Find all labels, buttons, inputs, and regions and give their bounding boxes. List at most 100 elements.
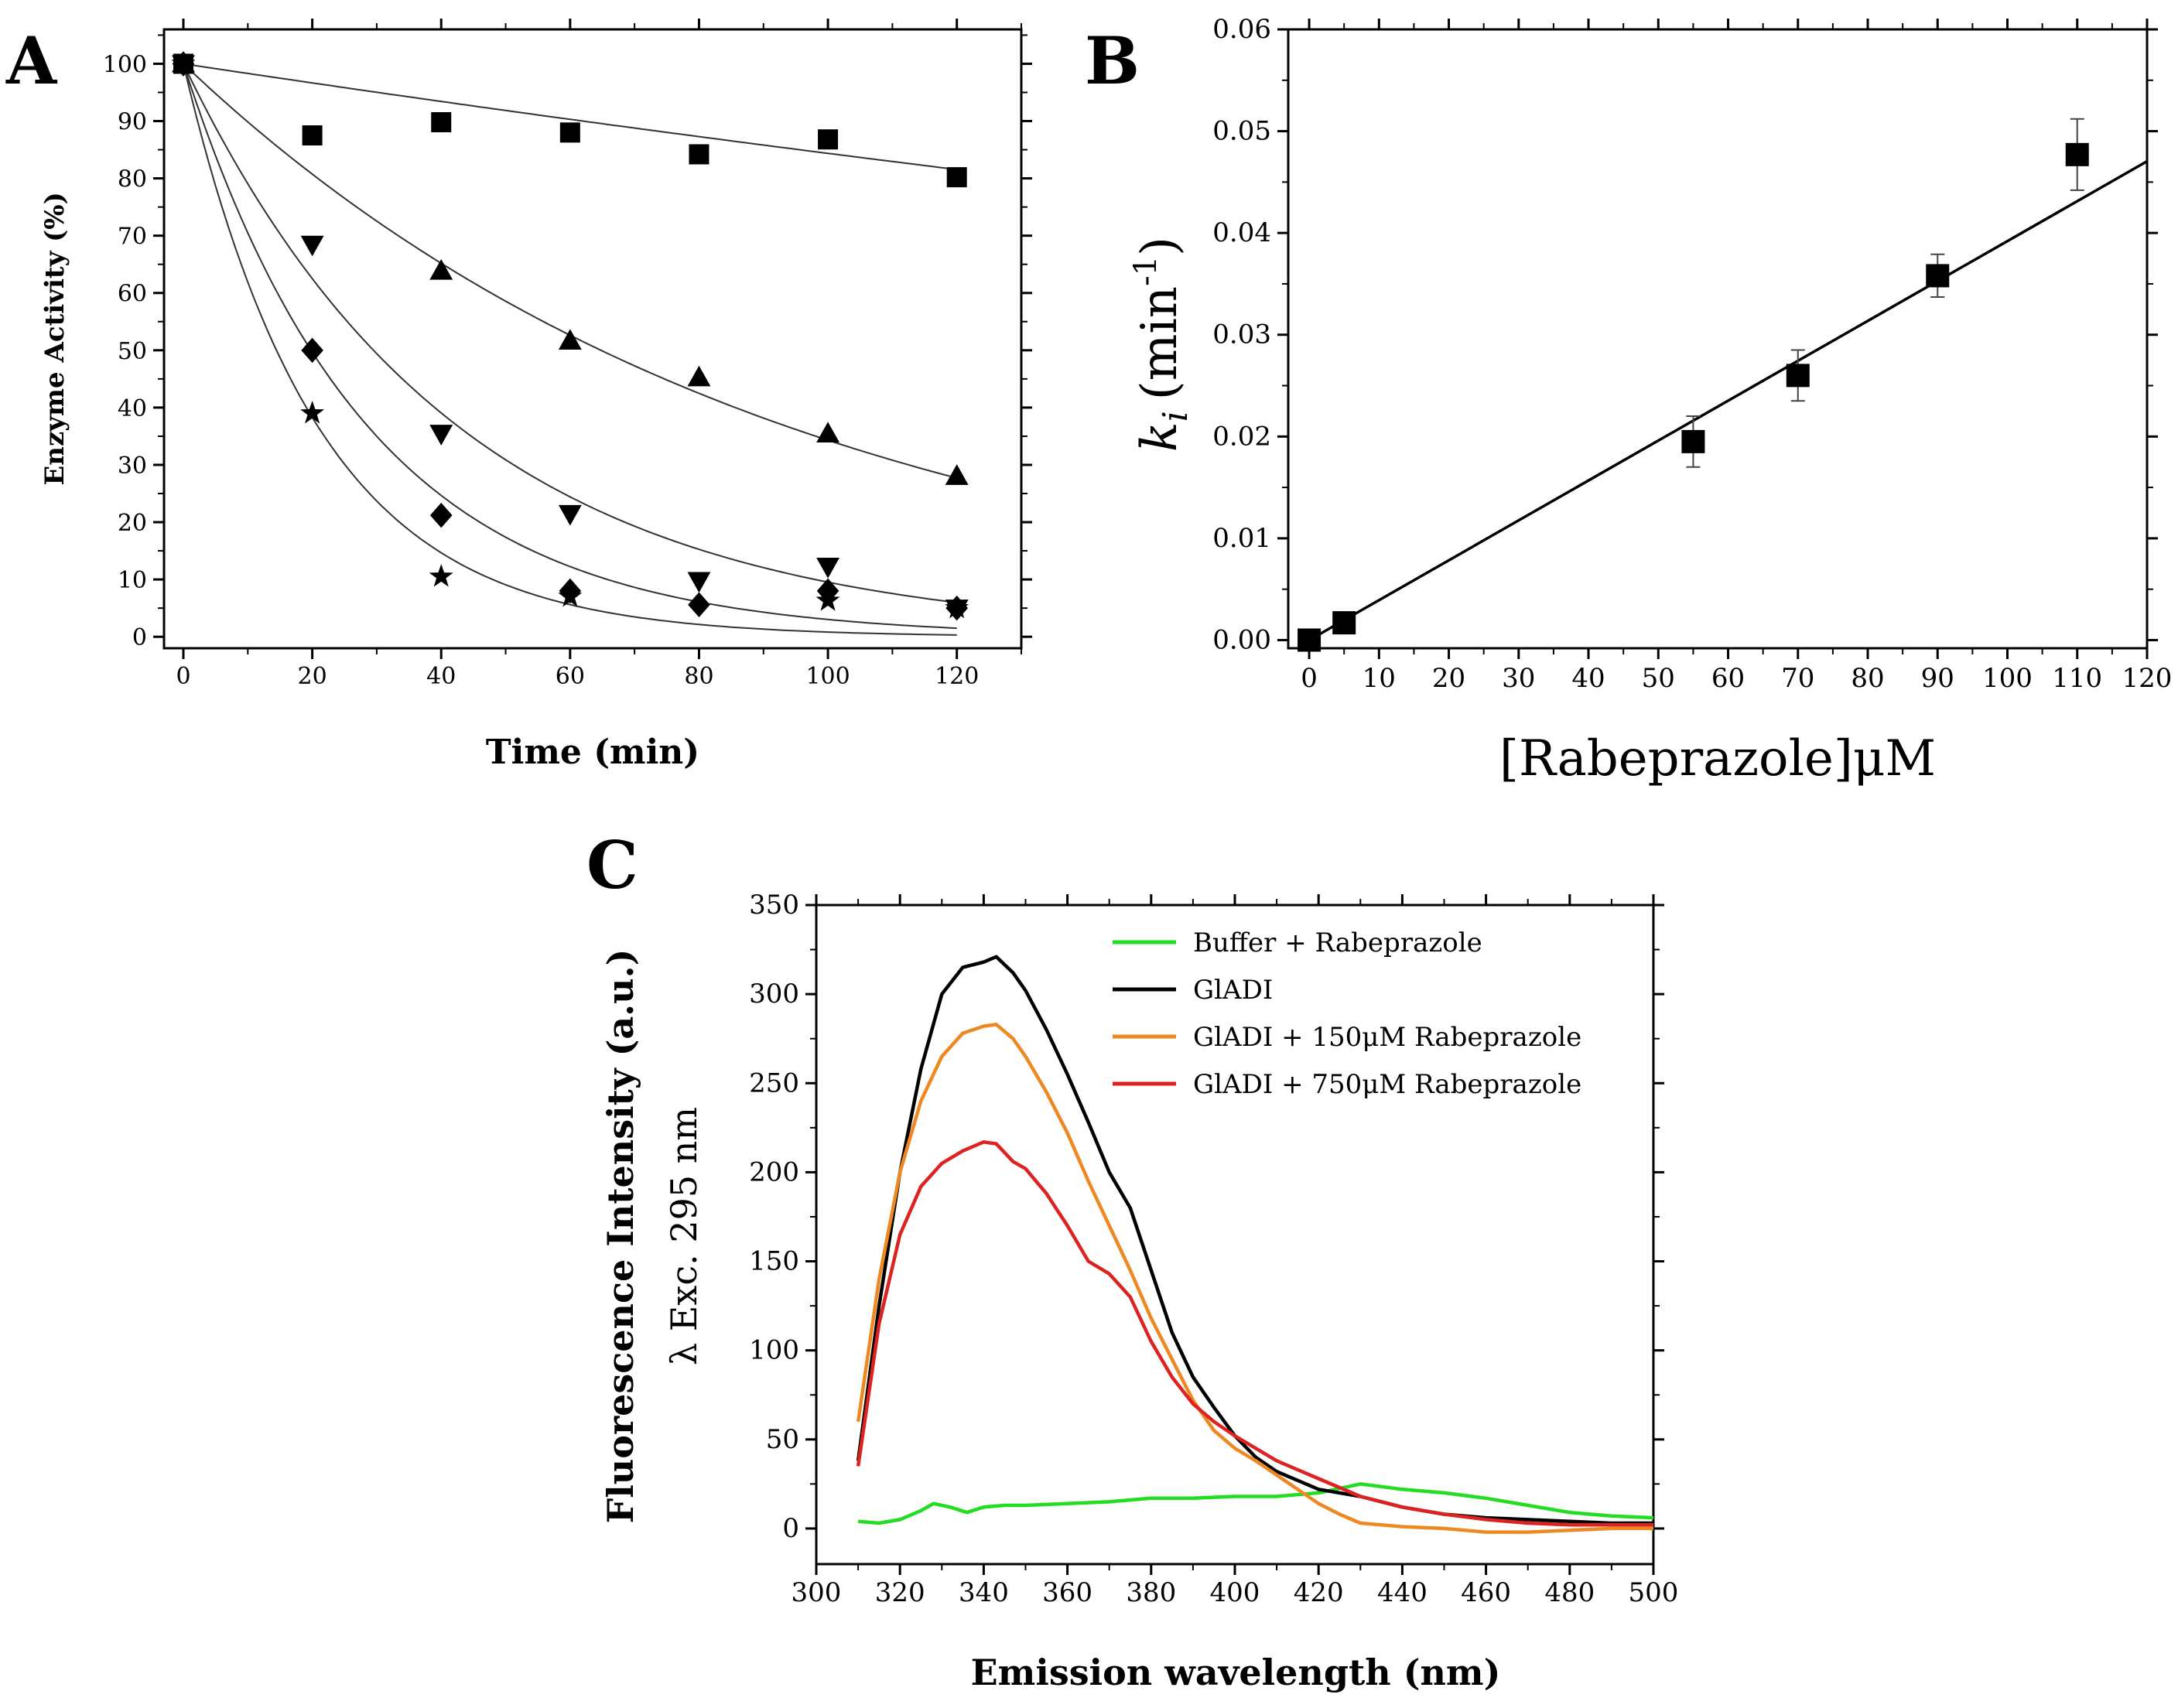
spectrum-line-2	[856, 1023, 1653, 1534]
point-star	[171, 51, 196, 74]
point-square	[431, 112, 452, 132]
x-tick-label-a: 100	[805, 663, 850, 690]
legend-label-1: GlADI	[1193, 975, 1273, 1006]
y-tick-label-b: 0.06	[1212, 14, 1271, 45]
y-tick-label-b: 0.03	[1212, 319, 1271, 350]
fit-line	[1308, 160, 2148, 641]
y-tick-label-a: 50	[118, 338, 147, 365]
legend-label-0: Buffer + Rabeprazole	[1193, 927, 1482, 958]
point-triangle-down	[429, 425, 453, 446]
point-star	[945, 595, 969, 619]
y-tick-label-b: 0.02	[1212, 421, 1271, 452]
y-tick-label-a: 0	[132, 624, 147, 651]
x-tick-label-a: 120	[935, 663, 979, 690]
point-star	[429, 564, 453, 587]
y-tick-label-c: 100	[749, 1335, 799, 1366]
point-triangle-down	[300, 235, 324, 257]
legend-c: Buffer + Rabeprazole GlADI GlADI + 150μM R…	[1113, 927, 1581, 1100]
x-tick-label-b: 20	[1432, 663, 1465, 694]
x-tick-label-b: 30	[1502, 663, 1535, 694]
point-square	[818, 129, 839, 150]
x-tick-label-c: 360	[1042, 1577, 1092, 1608]
point-ki	[1681, 429, 1705, 453]
data-points-a	[171, 51, 969, 621]
y-tick-label-a: 10	[118, 567, 147, 594]
x-tick-label-b: 80	[1851, 663, 1884, 694]
point-ki	[1298, 628, 1322, 652]
y-axis-title-c-2: λ Exc. 295 nm	[663, 1107, 705, 1365]
x-tick-label-a: 40	[426, 663, 456, 690]
y-tick-label-a: 70	[118, 224, 147, 251]
panel-b: B 0 10 20 30 40 50 60 70 80 90 100 110 120 0.00 0.01 0.…	[1085, 14, 2172, 787]
y-axis-title-b-k: k	[1131, 422, 1188, 452]
y-axis-title-c: Fluorescence Intensity (a.u.)	[600, 949, 641, 1524]
y-tick-label-b: 0.04	[1212, 217, 1271, 248]
x-tick-label-c: 460	[1461, 1577, 1511, 1608]
spectra-c	[856, 955, 1654, 1534]
x-tick-label-c: 400	[1210, 1577, 1260, 1608]
x-axis-title-c: Emission wavelength (nm)	[971, 1652, 1501, 1693]
y-axis-title-b-unit: (min	[1131, 286, 1188, 400]
y-tick-label-c: 300	[749, 979, 799, 1009]
panel-label-b: B	[1085, 22, 1140, 99]
y-tick-label-c: 200	[749, 1156, 799, 1187]
y-tick-label-a: 90	[118, 109, 147, 136]
x-tick-label-a: 0	[176, 663, 190, 690]
x-tick-label-b: 60	[1711, 663, 1745, 694]
x-tick-label-b: 120	[2122, 663, 2173, 694]
y-axis-title-a: Enzyme Activity (%)	[39, 192, 70, 485]
point-ki	[1786, 364, 1810, 388]
point-triangle-up	[687, 365, 711, 387]
y-tick-label-b: 0.05	[1212, 116, 1271, 147]
point-triangle-up	[945, 464, 969, 485]
y-tick-label-c: 250	[749, 1068, 799, 1098]
point-diamond	[688, 592, 710, 617]
point-square	[689, 144, 709, 165]
point-ki	[1926, 264, 1950, 288]
x-tick-label-c: 420	[1294, 1577, 1344, 1608]
panel-label-a: A	[5, 22, 58, 99]
legend-label-2: GlADI + 150μM Rabeprazole	[1193, 1022, 1581, 1053]
point-triangle-down	[687, 572, 711, 593]
point-square	[559, 122, 580, 143]
point-star	[815, 588, 840, 611]
x-axis-title-b: [Rabeprazole]μM	[1499, 730, 1936, 787]
point-star	[300, 401, 325, 424]
y-tick-label-a: 60	[118, 281, 147, 308]
x-tick-label-c: 340	[959, 1577, 1009, 1608]
x-tick-label-b: 110	[2052, 663, 2102, 694]
y-tick-label-b: 0.01	[1212, 523, 1271, 554]
x-tick-label-c: 500	[1629, 1577, 1679, 1608]
y-tick-label-a: 100	[103, 51, 147, 78]
fit-line-b	[1308, 160, 2148, 641]
y-tick-label-a: 40	[118, 395, 147, 422]
y-tick-label-c: 50	[766, 1424, 799, 1455]
x-axis-title-a: Time (min)	[486, 733, 699, 772]
plot-frame-a	[162, 28, 1023, 650]
point-square	[946, 167, 967, 188]
x-tick-label-b: 40	[1571, 663, 1605, 694]
point-triangle-up	[816, 422, 840, 443]
ticks-b: 0 10 20 30 40 50 60 70 80 90 100 110 120 0.00 0.01 0.02…	[1212, 14, 2172, 694]
x-tick-label-a: 60	[556, 663, 585, 690]
x-tick-label-c: 300	[792, 1577, 842, 1608]
point-star	[558, 584, 583, 607]
point-diamond	[301, 337, 323, 364]
x-tick-label-b: 50	[1642, 663, 1675, 694]
ticks-a: 0 20 40 60 80 100 120 0 10 20 30 40 50 60 70 80 90 100	[103, 19, 1032, 690]
x-tick-label-b: 10	[1363, 663, 1396, 694]
legend-label-3: GlADI + 750μM Rabeprazole	[1193, 1069, 1581, 1100]
x-tick-label-c: 320	[875, 1577, 925, 1608]
y-tick-label-c: 0	[782, 1513, 799, 1544]
fit-curve-square	[183, 63, 957, 171]
point-triangle-down	[558, 504, 582, 526]
y-tick-label-c: 350	[749, 890, 799, 921]
x-tick-label-c: 480	[1544, 1577, 1595, 1608]
x-tick-label-a: 80	[684, 663, 713, 690]
panel-c: C 300 320 340 360 380 400 420 440 460 480 500 0 50 10…	[586, 827, 1678, 1693]
y-axis-title-b-sub: i	[1156, 411, 1195, 422]
point-triangle-down	[816, 558, 840, 579]
y-axis-title-b-close: )	[1131, 237, 1188, 256]
point-square	[302, 125, 323, 146]
